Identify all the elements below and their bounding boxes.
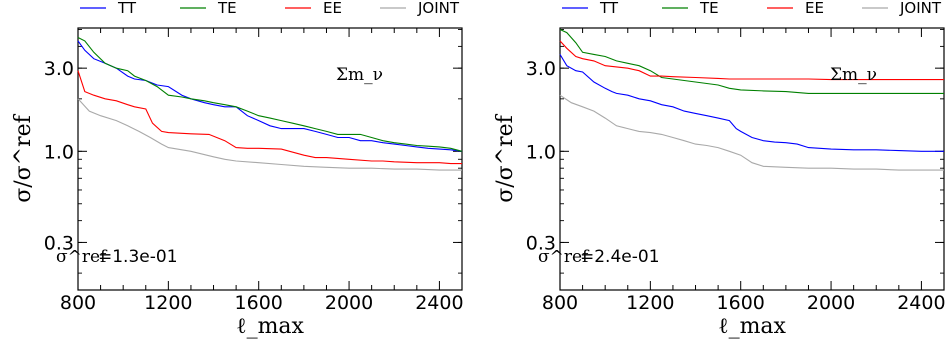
series-line-te [77, 37, 463, 152]
x-tick-label: 1200 [626, 292, 674, 314]
legend-label-te: TE [699, 0, 719, 17]
series-line-joint [559, 94, 944, 171]
x-tick-label: 2400 [415, 292, 463, 314]
y-tick-label: 3.0 [526, 58, 556, 80]
x-tick-label: 1600 [717, 292, 765, 314]
x-axis-label: ℓ_max [718, 314, 787, 339]
legend-label-joint: JOINT [899, 0, 942, 17]
y-axis-label: σ/σ^ref [493, 113, 518, 202]
parameter-annotation: Σm_ν [336, 65, 383, 85]
x-tick-label: 2000 [807, 292, 855, 314]
y-axis-label: σ/σ^ref [11, 113, 36, 202]
legend-label-joint: JOINT [417, 0, 460, 17]
ref-value: =2.4e-01 [580, 247, 660, 267]
series-line-tt [77, 40, 463, 152]
legend-label-ee: EE [323, 0, 342, 17]
y-tick-label: 1.0 [526, 141, 556, 163]
x-axis-label: ℓ_max [236, 314, 305, 339]
legend-label-tt: TT [117, 0, 137, 17]
y-tick-label: 0.3 [44, 232, 74, 254]
chart-panel-right: 800 1200 1600 2000 2400 0.3 1.0 3.0 TT TE EE JOINT Σ… [493, 0, 946, 339]
series-line-joint [77, 98, 462, 171]
legend-label-ee: EE [805, 0, 824, 17]
x-tick-label: 1200 [144, 292, 192, 314]
series-line-ee [77, 70, 462, 165]
ref-label: σ^ref [538, 247, 590, 267]
series-line-ee [559, 40, 944, 81]
y-tick-label: 1.0 [44, 141, 74, 163]
legend-label-tt: TT [599, 0, 619, 17]
ref-value: =1.3e-01 [98, 247, 178, 267]
chart-panel-left: 800 1200 1600 2000 2400 0.3 1.0 3.0 TT TE EE JOINT Σ… [11, 0, 464, 339]
ref-label: σ^ref [56, 247, 108, 267]
parameter-annotation: Σm_ν [830, 65, 877, 85]
x-tick-label: 800 [60, 292, 96, 314]
x-tick-label: 2400 [897, 292, 945, 314]
legend-label-te: TE [217, 0, 237, 17]
series-line-tt [559, 54, 944, 152]
y-tick-label: 0.3 [526, 232, 556, 254]
x-tick-label: 2000 [325, 292, 373, 314]
y-tick-label: 3.0 [44, 58, 74, 80]
series-line-te [559, 28, 944, 94]
x-tick-label: 800 [542, 292, 578, 314]
x-tick-label: 1600 [235, 292, 283, 314]
